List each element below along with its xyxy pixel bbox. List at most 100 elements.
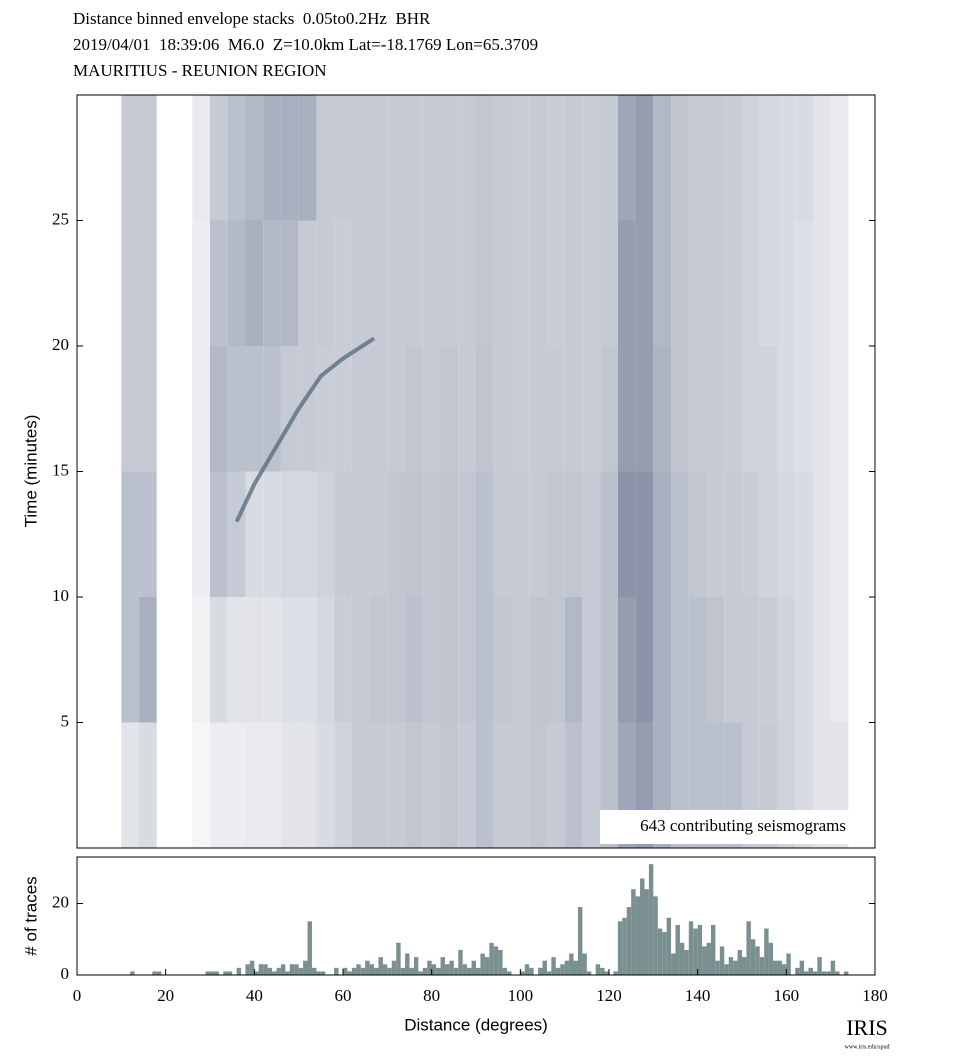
- heat-cell: [564, 597, 583, 723]
- heat-cell: [440, 597, 459, 723]
- heat-cell: [405, 597, 423, 723]
- bar: [498, 949, 503, 975]
- annotation-box: [600, 810, 870, 844]
- bar: [418, 971, 423, 975]
- heat-cell: [334, 95, 352, 221]
- bar: [484, 957, 490, 975]
- bar: [258, 964, 264, 975]
- bar: [697, 924, 703, 975]
- heat-cell: [387, 597, 406, 723]
- heat-cell: [795, 346, 813, 472]
- heat-cell: [742, 597, 760, 723]
- heat-cell: [830, 220, 849, 346]
- bar: [688, 921, 694, 975]
- heat-cell: [210, 722, 228, 848]
- heat-cell: [316, 95, 335, 221]
- bar: [236, 967, 242, 975]
- heat-cell: [245, 471, 264, 597]
- bar: [821, 971, 827, 975]
- heat-cell: [174, 95, 193, 221]
- bar: [564, 960, 570, 975]
- heat-cell: [635, 471, 654, 597]
- bar: [675, 924, 680, 975]
- heat-cell: [369, 597, 388, 723]
- heat-cell: [227, 95, 246, 221]
- bar: [210, 971, 215, 975]
- bar: [156, 971, 162, 975]
- heat-cell: [387, 346, 406, 472]
- heat-cell: [493, 471, 512, 597]
- heat-cell: [493, 722, 512, 848]
- heat-cell: [245, 597, 264, 723]
- heat-cell: [387, 95, 406, 221]
- bar: [804, 971, 809, 975]
- heat-cell: [405, 346, 423, 472]
- bar: [706, 942, 711, 975]
- heat-cell: [529, 722, 547, 848]
- heat-cell: [671, 346, 689, 472]
- heat-cell: [227, 346, 246, 472]
- heat-cell: [280, 346, 299, 472]
- heat-cell: [174, 722, 193, 848]
- bar: [617, 921, 623, 975]
- heat-cell: [458, 346, 476, 472]
- heat-cell: [369, 346, 388, 472]
- heat-cell: [546, 346, 565, 472]
- bar: [311, 967, 317, 975]
- bar: [555, 967, 561, 975]
- heat-cell: [759, 597, 778, 723]
- heat-cell: [245, 220, 264, 346]
- heat-cell: [263, 471, 281, 597]
- heat-cell: [671, 597, 689, 723]
- heat-cell: [121, 220, 140, 346]
- bar: [298, 967, 304, 975]
- heat-cell: [493, 220, 512, 346]
- heat-cell: [458, 471, 476, 597]
- heat-cell: [227, 220, 246, 346]
- heat-cell: [458, 722, 476, 848]
- bar: [152, 971, 157, 975]
- bar: [480, 953, 485, 975]
- heat-cell: [830, 95, 849, 221]
- y-tick-label: 0: [61, 964, 70, 983]
- heat-cell: [671, 471, 689, 597]
- bar: [626, 907, 632, 975]
- heat-cell: [174, 597, 193, 723]
- heat-cell: [121, 346, 140, 472]
- bar: [449, 960, 454, 975]
- bar: [409, 967, 414, 975]
- heat-cell: [830, 346, 849, 472]
- heat-cell: [458, 220, 476, 346]
- bar: [396, 942, 401, 975]
- x-tick-label: 180: [862, 986, 888, 1005]
- bar: [640, 878, 645, 975]
- heat-cell: [600, 597, 618, 723]
- title-line: 2019/04/01 18:39:06 M6.0 Z=10.0km Lat=-1…: [73, 35, 538, 54]
- bar: [679, 942, 685, 975]
- y-tick-label: 15: [52, 460, 69, 479]
- heat-cell: [830, 471, 849, 597]
- bar: [843, 971, 849, 975]
- bar: [453, 967, 459, 975]
- heat-cell: [724, 220, 742, 346]
- bar: [710, 924, 716, 975]
- bar: [573, 960, 578, 975]
- bar: [560, 964, 565, 975]
- bar: [400, 967, 406, 975]
- bar: [786, 953, 791, 975]
- bar: [724, 964, 729, 975]
- heat-cell: [298, 346, 317, 472]
- annotation: 643 contributing seismograms: [640, 816, 846, 835]
- heat-cell: [511, 597, 530, 723]
- bar: [347, 971, 352, 975]
- heat-cell: [653, 95, 672, 221]
- y-tick-label: 10: [52, 586, 69, 605]
- heat-cell: [139, 220, 157, 346]
- heat-cell: [422, 722, 441, 848]
- heat-cell: [617, 597, 636, 723]
- bar: [343, 967, 348, 975]
- heat-cell: [227, 597, 246, 723]
- bar: [750, 939, 756, 975]
- heat-cell: [546, 220, 565, 346]
- heat-cell: [263, 220, 281, 346]
